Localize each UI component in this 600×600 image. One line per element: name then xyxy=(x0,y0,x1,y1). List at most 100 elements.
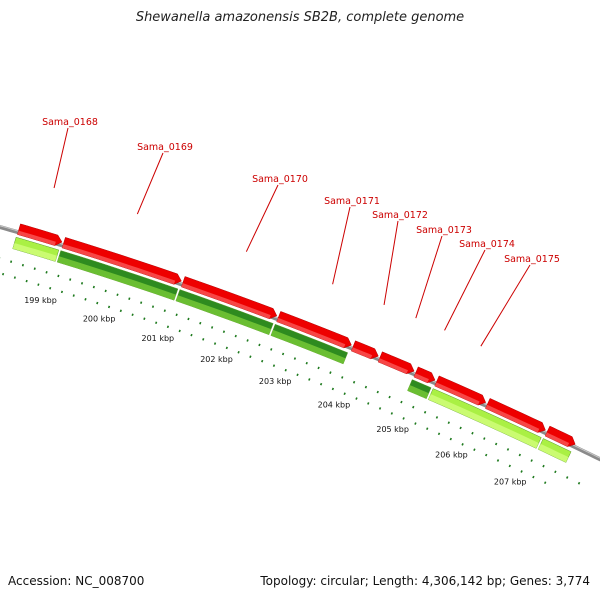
cds-arrow-highlight xyxy=(545,432,570,447)
ruler-tick xyxy=(234,334,237,338)
ruler-tick xyxy=(72,294,75,297)
ruler-tick xyxy=(378,407,382,410)
ruler-tick xyxy=(202,338,205,341)
ruler-tick xyxy=(412,405,415,409)
ruler-tick xyxy=(13,276,16,279)
ruler-tick xyxy=(435,416,439,419)
feature-block-highlight xyxy=(57,256,176,301)
ruler-tick xyxy=(520,470,523,473)
cds-arrow xyxy=(181,276,278,320)
ruler-tick xyxy=(284,368,287,372)
ruler-tick xyxy=(388,395,391,399)
cds-arrow-highlight xyxy=(17,230,56,246)
ruler-tick xyxy=(449,437,452,441)
ruler-tick xyxy=(483,437,486,440)
ruler-tick xyxy=(319,382,323,386)
kbp-label: 202 kbp xyxy=(200,355,233,364)
ruler-tick xyxy=(131,313,134,317)
gene-labels: Sama_0168 Sama_0169 Sama_0170 Sama_0171 Sama… xyxy=(42,117,560,265)
ruler-tick xyxy=(296,373,299,377)
kbp-label: 203 kbp xyxy=(259,377,292,386)
accession-label: Accession: NC_008700 xyxy=(8,574,145,588)
label-leader xyxy=(480,264,531,347)
ruler-tick xyxy=(364,385,368,389)
ruler-tick xyxy=(532,475,535,479)
ruler-tick xyxy=(343,392,346,396)
ruler-tick xyxy=(494,442,498,446)
gene-label: Sama_0170 xyxy=(252,174,308,185)
gene-label-leaders xyxy=(53,127,531,347)
cds-arrow-highlight xyxy=(413,373,429,383)
outer-ruler-ticks xyxy=(0,257,581,485)
ruler-tick xyxy=(566,476,569,479)
ruler-tick xyxy=(237,350,240,354)
ruler-tick xyxy=(329,371,332,374)
ruler-tick xyxy=(175,313,178,317)
gene-label: Sama_0169 xyxy=(137,142,193,153)
kbp-label: 205 kbp xyxy=(376,425,409,434)
ruler-tick xyxy=(210,326,214,329)
ruler-tick xyxy=(293,357,297,360)
ruler-tick xyxy=(25,279,28,283)
ruler-tick xyxy=(352,380,356,384)
cds-arrow-highlight xyxy=(378,358,408,374)
ruler-tick xyxy=(554,470,557,474)
cds-arrow-highlight xyxy=(485,404,540,433)
cds-arrow-highlight xyxy=(62,244,176,285)
ruler-tick xyxy=(367,402,370,405)
ruler-tick xyxy=(187,317,190,321)
ruler-tick xyxy=(128,297,131,300)
ruler-tick xyxy=(2,272,5,276)
ruler-tick xyxy=(143,317,146,321)
ruler-tick xyxy=(400,400,403,404)
ruler-tick xyxy=(222,330,226,334)
ruler-tick xyxy=(225,346,228,350)
ruler-tick xyxy=(84,298,87,301)
ruler-tick xyxy=(69,278,72,281)
ruler-tick xyxy=(305,361,308,365)
gene-label: Sama_0174 xyxy=(459,239,515,250)
ruler-tick xyxy=(341,376,344,379)
feature-track-cds xyxy=(17,223,576,447)
kbp-label: 200 kbp xyxy=(83,314,116,323)
ruler-tick xyxy=(199,321,202,325)
cds-arrow-highlight xyxy=(351,347,373,359)
ruler-tick xyxy=(155,321,158,325)
ruler-tick xyxy=(49,286,52,290)
ruler-tick xyxy=(261,359,264,363)
ruler-tick xyxy=(447,421,450,424)
ruler-tick xyxy=(402,417,405,420)
ruler-tick xyxy=(119,309,122,313)
ruler-tick xyxy=(57,274,60,278)
ruler-tick xyxy=(166,325,170,329)
gene-label: Sama_0175 xyxy=(504,254,560,265)
ruler-tick xyxy=(96,301,99,305)
cds-arrow-highlight xyxy=(276,317,346,348)
ruler-tick xyxy=(542,464,545,468)
kbp-label: 201 kbp xyxy=(142,334,175,343)
gene-label: Sama_0173 xyxy=(416,225,472,236)
label-leader xyxy=(415,235,443,319)
gene-label: Sama_0172 xyxy=(372,210,428,221)
ruler-tick xyxy=(33,267,36,270)
inner-ruler-ticks xyxy=(2,272,547,485)
label-leader xyxy=(444,249,486,331)
ruler-tick xyxy=(508,464,511,468)
ruler-tick xyxy=(390,412,394,415)
ruler-tick xyxy=(471,431,474,435)
feature-track-green xyxy=(12,236,572,463)
ruler-tick xyxy=(518,453,522,457)
ruler-tick xyxy=(60,290,64,294)
ruler-tick xyxy=(423,410,427,414)
kbp-label: 207 kbp xyxy=(494,477,527,486)
ruler-tick xyxy=(163,309,166,313)
ruler-tick xyxy=(10,260,13,263)
ruler-tick xyxy=(461,443,464,446)
ruler-tick xyxy=(308,378,311,381)
ruler-tick xyxy=(317,366,320,370)
ruler-tick xyxy=(577,481,581,485)
gene-label: Sama_0168 xyxy=(42,117,98,128)
cds-arrow-highlight xyxy=(181,283,271,319)
